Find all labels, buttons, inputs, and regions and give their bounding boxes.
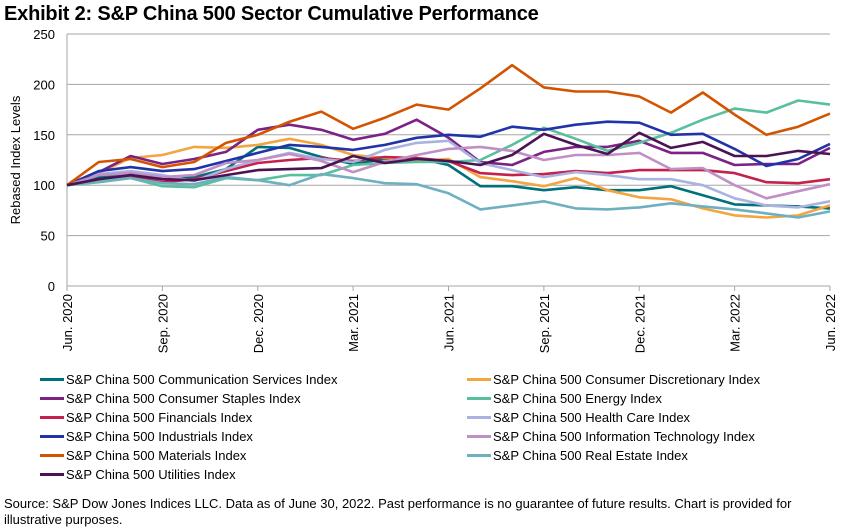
legend-item: S&P China 500 Materials Index: [40, 448, 246, 463]
legend-swatch: [467, 397, 491, 400]
legend-label: S&P China 500 Utilities Index: [66, 467, 236, 482]
legend-label: S&P China 500 Real Estate Index: [493, 448, 688, 463]
legend-label: S&P China 500 Consumer Staples Index: [66, 391, 301, 406]
legend-item: S&P China 500 Health Care Index: [467, 410, 690, 425]
legend-item: S&P China 500 Consumer Discretionary Ind…: [467, 372, 760, 387]
legend-label: S&P China 500 Health Care Index: [493, 410, 691, 425]
x-tick-label: Jun. 2020: [60, 294, 75, 351]
x-tick-label: Jun. 2021: [442, 294, 457, 351]
legend-label: S&P China 500 Energy Index: [493, 391, 662, 406]
legend-label: S&P China 500 Consumer Discretionary Ind…: [493, 372, 761, 387]
legend-item: S&P China 500 Communication Services Ind…: [40, 372, 337, 387]
y-tick-label: 50: [41, 229, 55, 244]
legend-swatch: [467, 378, 491, 381]
y-tick-label: 250: [33, 27, 55, 42]
legend-item: S&P China 500 Utilities Index: [40, 467, 236, 482]
y-tick-label: 150: [33, 128, 55, 143]
legend-swatch: [40, 397, 64, 400]
x-tick-label: Dec. 2021: [632, 294, 647, 353]
line-chart: Rebased Index Levels 0 50 100 150 200 250 Jun…: [8, 27, 838, 353]
x-tick-label: Jun. 2022: [823, 294, 838, 351]
series-line-materials: [66, 63, 831, 187]
x-tick-label: Sep. 2020: [155, 294, 170, 353]
legend-swatch: [40, 473, 64, 476]
legend-swatch: [40, 378, 64, 381]
x-tick-label: Mar. 2022: [728, 294, 743, 352]
series-line-information-technology: [66, 145, 831, 200]
legend-item: S&P China 500 Industrials Index: [40, 429, 253, 444]
legend-label: S&P China 500 Industrials Index: [66, 429, 253, 444]
y-tick-label: 200: [33, 77, 55, 92]
legend-swatch: [40, 435, 64, 438]
series-line-communication-services: [66, 145, 831, 210]
x-tick-label: Mar. 2021: [346, 294, 361, 352]
legend-item: S&P China 500 Information Technology Ind…: [467, 429, 755, 444]
y-tick-label: 100: [33, 178, 55, 193]
legend-label: S&P China 500 Communication Services Ind…: [66, 372, 338, 387]
x-tick-label: Dec. 2020: [251, 294, 266, 353]
legend-item: S&P China 500 Energy Index: [467, 391, 662, 406]
legend-label: S&P China 500 Financials Index: [66, 410, 253, 425]
legend-item: S&P China 500 Financials Index: [40, 410, 252, 425]
x-tick-label: Sep. 2021: [537, 294, 552, 353]
source-footnote: Source: S&P Dow Jones Indices LLC. Data …: [4, 496, 792, 527]
legend-swatch: [40, 416, 64, 419]
legend-label: S&P China 500 Information Technology Ind…: [493, 429, 755, 444]
y-axis-label: Rebased Index Levels: [8, 95, 23, 224]
legend-label: S&P China 500 Materials Index: [66, 448, 247, 463]
legend-swatch: [40, 454, 64, 457]
series-line-real-estate: [66, 172, 831, 219]
series-line-industrials: [66, 120, 831, 187]
series-line-consumer-discretionary: [66, 137, 831, 219]
series-line-utilities: [66, 131, 831, 187]
y-tick-label: 0: [48, 279, 55, 294]
chart-title: Exhibit 2: S&P China 500 Sector Cumulati…: [4, 3, 539, 25]
legend-swatch: [467, 454, 491, 457]
legend-swatch: [467, 435, 491, 438]
series-line-consumer-staples: [66, 118, 831, 187]
legend-item: S&P China 500 Consumer Staples Index: [40, 391, 301, 406]
legend-item: S&P China 500 Real Estate Index: [467, 448, 688, 463]
legend-swatch: [467, 416, 491, 419]
